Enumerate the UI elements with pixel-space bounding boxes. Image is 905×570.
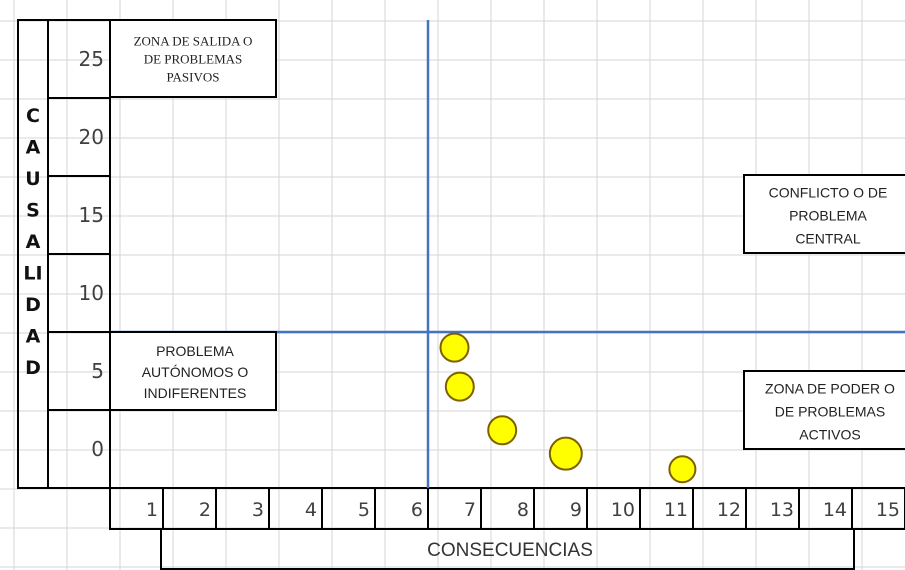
y-tick-label: 20 (79, 125, 104, 149)
y-axis-title-letter: U (25, 168, 40, 190)
data-points (439, 332, 697, 484)
x-axis-title: CONSECUENCIAS (427, 540, 593, 561)
zone-central-label: PROBLEMA (789, 207, 867, 223)
y-tick-label: 15 (79, 203, 104, 227)
zone-salida-box (109, 19, 277, 98)
zone-autonomos-label: AUTÓNOMOS O (142, 364, 249, 380)
data-point (548, 436, 583, 471)
x-tick-label: 4 (305, 499, 317, 521)
xlabel-box (160, 528, 855, 570)
zone-salida-label: DE PROBLEMAS (144, 52, 243, 67)
zone-autonomos-label: PROBLEMA (156, 343, 234, 359)
x-tick-label: 8 (517, 499, 529, 521)
zone-poder-label: ZONA DE PODER O (765, 380, 895, 396)
y-axis-title-letter: C (26, 105, 40, 127)
data-point (444, 371, 475, 402)
x-tick-label: 13 (770, 499, 794, 521)
zone-salida-label: ZONA DE SALIDA O (134, 34, 253, 49)
zone-autonomos-box (109, 331, 277, 411)
x-tick-label: 15 (876, 499, 900, 521)
chart-frame (17, 19, 905, 570)
zone-central-box (743, 174, 905, 254)
zone-poder-label: ACTIVOS (799, 426, 860, 442)
data-point (668, 455, 697, 484)
zone-autonomos-label: INDIFERENTES (144, 385, 247, 401)
x-tick-label: 7 (464, 499, 476, 521)
x-tick-label: 9 (570, 499, 582, 521)
zone-central-label: CENTRAL (795, 230, 861, 246)
y-tick-label: 10 (79, 281, 104, 305)
data-point (487, 415, 518, 446)
y-axis-title-letter: D (25, 357, 41, 379)
zone-central-label: CONFLICTO O DE (769, 184, 888, 200)
x-tick-label: 6 (411, 499, 423, 521)
zone-poder-box (743, 370, 905, 450)
x-tick-label: 5 (358, 499, 370, 521)
y-tick-label: 25 (79, 47, 104, 71)
data-point (439, 332, 470, 363)
y-axis-title-letter: A (26, 326, 41, 348)
y-tick-label: 5 (91, 359, 104, 383)
x-tick-label: 1 (146, 499, 158, 521)
y-axis-title-letter: A (26, 231, 41, 253)
y-axis-title-letter: S (26, 200, 40, 222)
x-tick-label: 11 (664, 499, 688, 521)
y-axis-title-letter: LI (23, 263, 42, 285)
x-tick-label: 14 (823, 499, 847, 521)
zone-salida-label: PASIVOS (167, 70, 220, 85)
zone-boxes: ZONA DE SALIDA O DE PROBLEMAS PASIVOS PROBL… (109, 19, 905, 450)
x-tick-label: 2 (199, 499, 211, 521)
x-tick-label: 3 (252, 499, 264, 521)
zone-poder-label: DE PROBLEMAS (775, 403, 885, 419)
x-tick-label: 12 (717, 499, 741, 521)
y-axis-title-letter: A (26, 137, 41, 159)
y-tick-label: 0 (91, 437, 104, 461)
x-tick-label: 10 (611, 499, 635, 521)
ylabel-column (17, 19, 49, 489)
y-axis-title-letter: D (25, 294, 41, 316)
